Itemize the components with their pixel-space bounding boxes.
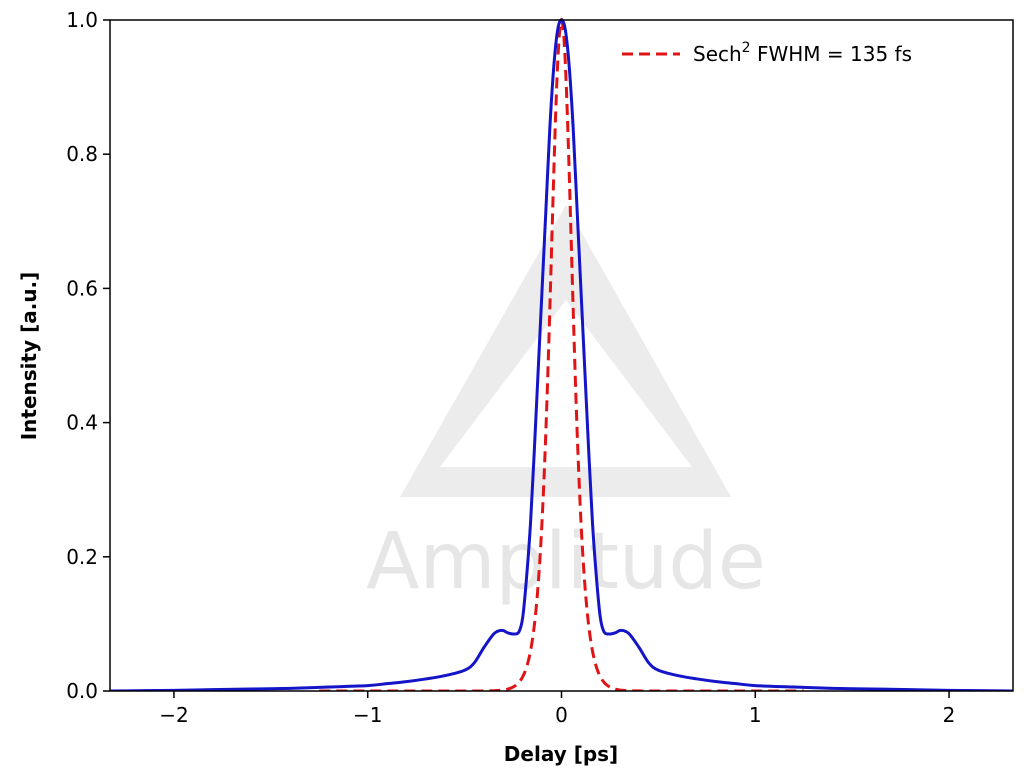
y-tick-label: 1.0 (66, 8, 98, 32)
y-axis-label: Intensity [a.u.] (17, 272, 41, 441)
y-tick-label: 0.8 (66, 142, 98, 166)
y-axis-ticks: 0.0 0.2 0.4 0.6 0.8 1.0 (66, 8, 110, 703)
x-tick-label: 2 (943, 703, 956, 727)
watermark-text: Amplitude (366, 517, 766, 607)
legend-label-sech2: Sech2 FWHM = 135 fs (693, 40, 912, 66)
y-tick-label: 0.2 (66, 545, 98, 569)
x-tick-label: −1 (353, 703, 382, 727)
watermark-triangle (400, 205, 731, 497)
x-axis-ticks: −2 −1 0 1 2 (159, 691, 955, 727)
y-tick-label: 0.0 (66, 679, 98, 703)
legend-label-rest: FWHM = 135 fs (751, 42, 912, 66)
x-axis-label: Delay [ps] (504, 742, 618, 766)
legend: Sech2 FWHM = 135 fs (622, 40, 912, 66)
y-tick-label: 0.4 (66, 411, 98, 435)
y-tick-label: 0.6 (66, 276, 98, 300)
x-tick-label: 0 (555, 703, 568, 727)
watermark-logo: Amplitude (366, 205, 766, 607)
x-tick-label: −2 (159, 703, 188, 727)
legend-label-superscript: 2 (742, 40, 751, 56)
x-tick-label: 1 (749, 703, 762, 727)
legend-label-main: Sech (693, 42, 742, 66)
